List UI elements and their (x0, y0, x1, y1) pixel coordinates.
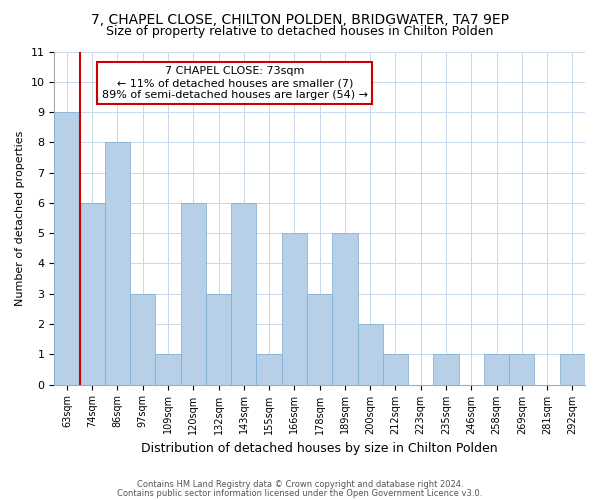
Bar (181, 203, 206, 384)
Bar (130, 294, 155, 384)
Text: 7, CHAPEL CLOSE, CHILTON POLDEN, BRIDGWATER, TA7 9EP: 7, CHAPEL CLOSE, CHILTON POLDEN, BRIDGWA… (91, 12, 509, 26)
Bar (282, 233, 307, 384)
Bar (256, 354, 282, 384)
Bar (105, 142, 130, 384)
Bar (206, 294, 231, 384)
Text: Contains HM Land Registry data © Crown copyright and database right 2024.: Contains HM Land Registry data © Crown c… (137, 480, 463, 489)
Bar (433, 354, 458, 384)
Text: Size of property relative to detached houses in Chilton Polden: Size of property relative to detached ho… (106, 25, 494, 38)
Bar (307, 294, 332, 384)
Bar (231, 203, 256, 384)
Bar (358, 324, 383, 384)
Bar (383, 354, 408, 384)
Text: 7 CHAPEL CLOSE: 73sqm
← 11% of detached houses are smaller (7)
89% of semi-detac: 7 CHAPEL CLOSE: 73sqm ← 11% of detached … (102, 66, 368, 100)
Bar (560, 354, 585, 384)
Bar (80, 203, 105, 384)
Bar (54, 112, 80, 384)
Bar (484, 354, 509, 384)
Y-axis label: Number of detached properties: Number of detached properties (15, 130, 25, 306)
Bar (332, 233, 358, 384)
Bar (155, 354, 181, 384)
X-axis label: Distribution of detached houses by size in Chilton Polden: Distribution of detached houses by size … (142, 442, 498, 455)
Bar (509, 354, 535, 384)
Text: Contains public sector information licensed under the Open Government Licence v3: Contains public sector information licen… (118, 488, 482, 498)
